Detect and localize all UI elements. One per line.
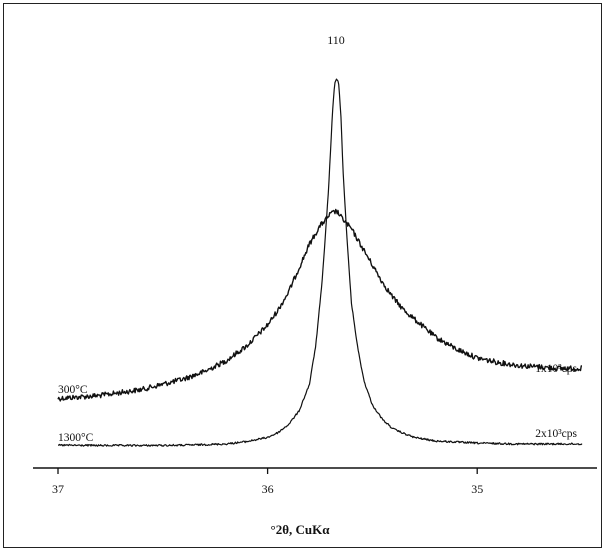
- figure-frame: [3, 3, 602, 548]
- peak-label: 110: [327, 33, 345, 47]
- series-label-1300: 1300°C: [58, 432, 94, 444]
- curves-group: [57, 78, 583, 447]
- x-axis-label: °2θ, CuKα: [271, 522, 331, 537]
- x-tick-label: 37: [52, 482, 64, 496]
- series-1300-line: [57, 78, 583, 447]
- x-tick-label: 36: [262, 482, 274, 496]
- series-scale-1300: 2x10³cps: [535, 428, 577, 440]
- series-300-line: [57, 208, 583, 402]
- series-scale-300: 1x10³cps: [535, 363, 577, 375]
- series-label-300: 300°C: [58, 384, 88, 396]
- x-tick-label: 35: [471, 482, 483, 496]
- x-ticks-group: 37 36 35: [52, 468, 483, 496]
